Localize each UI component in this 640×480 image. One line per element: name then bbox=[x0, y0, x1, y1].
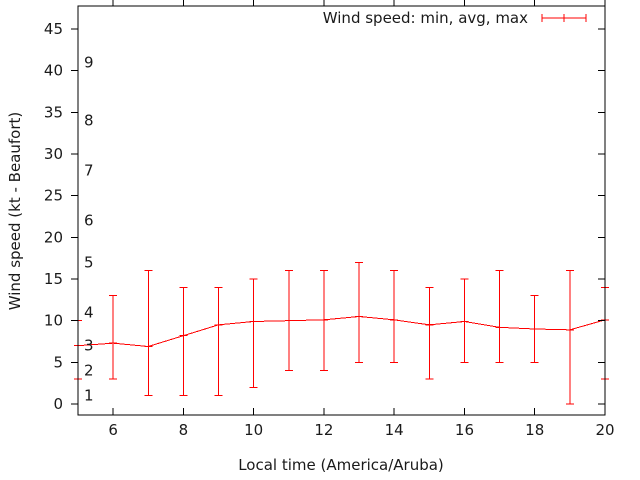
x-tick-label: 20 bbox=[595, 421, 614, 439]
beaufort-label: 7 bbox=[84, 162, 94, 180]
y-tick-label: 30 bbox=[44, 145, 63, 163]
y-axis-title: Wind speed (kt - Beaufort) bbox=[6, 112, 24, 311]
avg-wind-speed-line bbox=[77, 315, 606, 348]
x-axis-title: Local time (America/Aruba) bbox=[238, 456, 444, 474]
x-tick-label: 16 bbox=[455, 421, 474, 439]
beaufort-label: 5 bbox=[84, 253, 94, 271]
y-tick-label: 20 bbox=[44, 228, 63, 246]
beaufort-label: 1 bbox=[84, 387, 94, 405]
x-tick-label: 18 bbox=[525, 421, 544, 439]
beaufort-label: 3 bbox=[84, 337, 94, 355]
x-tick-label: 12 bbox=[314, 421, 333, 439]
y-tick-label: 35 bbox=[44, 103, 63, 121]
beaufort-scale-labels: 1 2 3 4 5 6 7 8 9 bbox=[84, 53, 94, 404]
beaufort-label: 4 bbox=[84, 303, 94, 321]
beaufort-label: 8 bbox=[84, 112, 94, 130]
y-tick-label: 10 bbox=[44, 312, 63, 330]
beaufort-label: 2 bbox=[84, 362, 94, 380]
y-tick-label: 40 bbox=[44, 62, 63, 80]
x-tick-label: 8 bbox=[179, 421, 189, 439]
plot-axes bbox=[71, 0, 606, 416]
plot-border bbox=[77, 5, 606, 416]
y-tick-label: 15 bbox=[44, 270, 63, 288]
y-tick-label: 25 bbox=[44, 187, 63, 205]
beaufort-label: 9 bbox=[84, 53, 94, 71]
legend-errorbar-sample-icon bbox=[541, 14, 587, 22]
legend-label: Wind speed: min, avg, max bbox=[323, 9, 528, 27]
errorbar-series bbox=[74, 261, 609, 405]
y-tick-label: 45 bbox=[44, 20, 63, 38]
y-tick-label: 0 bbox=[53, 395, 63, 413]
beaufort-label: 6 bbox=[84, 212, 94, 230]
x-tick-label: 10 bbox=[244, 421, 263, 439]
x-tick-label: 14 bbox=[385, 421, 404, 439]
y-tick-label: 5 bbox=[53, 353, 63, 371]
x-tick-label: 6 bbox=[108, 421, 118, 439]
